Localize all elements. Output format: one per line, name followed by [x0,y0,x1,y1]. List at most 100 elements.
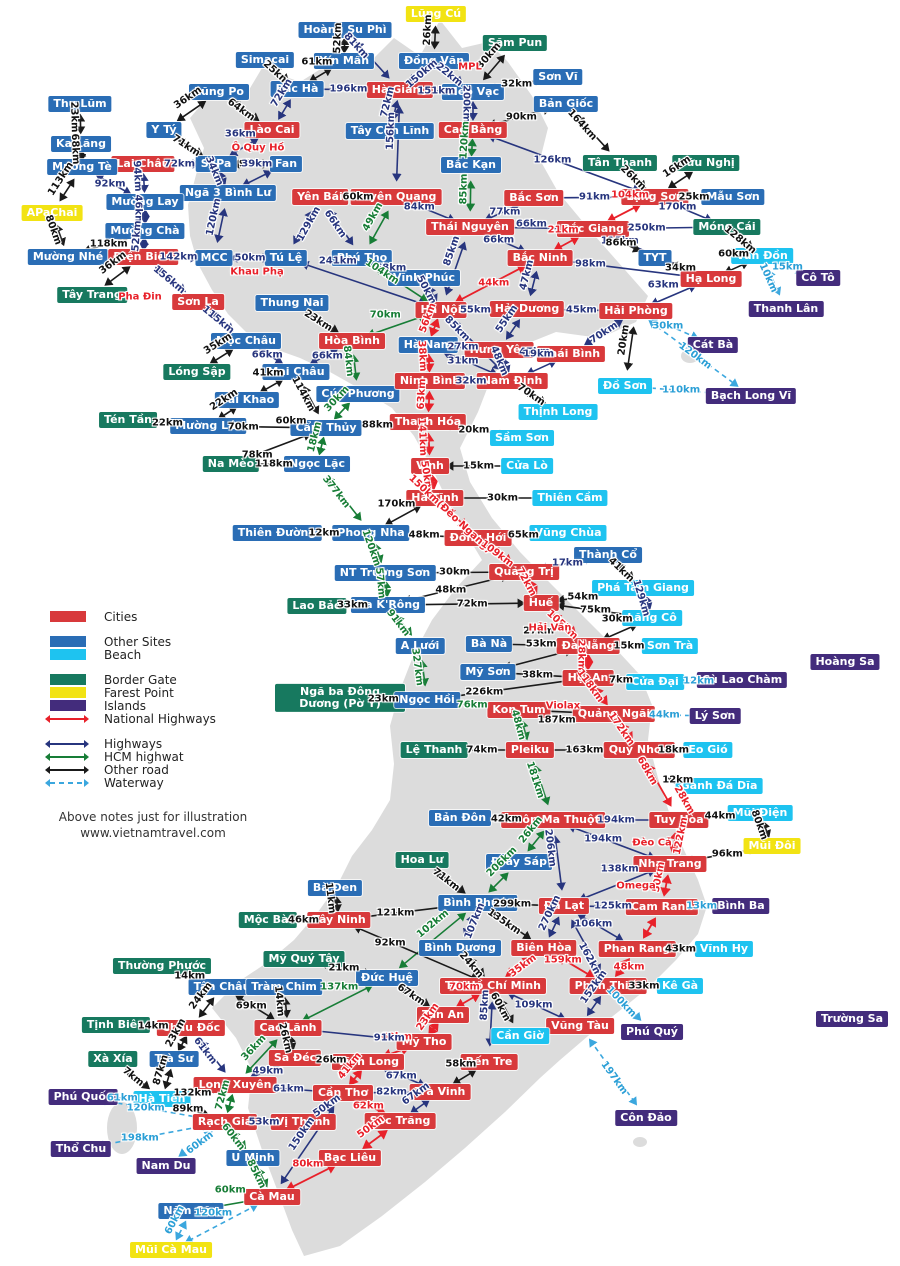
distance-label-tan-chau-cao-lanh: 69km [235,1000,267,1012]
island-box-truong-sa: Trường Sa [816,1010,888,1028]
city-box-tra-vinh: Trà Vinh [409,1083,471,1101]
road-bac-giang-tyt [606,234,642,253]
road-xa-xia-ha-tien [124,1068,151,1090]
distance-label-thu-lum-ka-lang: 23km [67,101,80,133]
legend-swatch-beach [50,649,86,660]
road-fan-nga-3-binh-lu [241,170,273,187]
site-box-ngoc-lac: Ngọc Lặc [284,455,350,473]
road-ha-giang-ong-van [408,68,426,83]
road-quang-tri-hue [527,579,538,596]
legend-swatch-other-sites [50,636,86,647]
distance-label-j1-ganh-a-dia: 12km [662,774,694,786]
distance-label-muong-lat-cam-thuy: 70km [227,421,259,433]
distance-label-ngoc-hoi-hoi-an: 226km [465,686,504,698]
distance-label-ka-lang-muong-te: 68km [68,133,81,165]
road-thai-binh-nam-inh [526,359,557,376]
legend-line-sample-hw [45,739,89,748]
site-box-thung-nai: Thung Nai [255,294,329,312]
road-tp-ho-chi-minh-ben-tre [485,1001,497,1047]
site-box-u-minh: U Minh [226,1149,280,1167]
distance-label-bac-son-lang-son: 91km [579,191,611,203]
road-hoa-lu-binh-phuoc [434,869,466,894]
city-box-a-lat: Đà Lạt [538,897,590,915]
road-tan-chau-cao-lanh [235,995,275,1020]
distance-label-nha-trang-a-lat: 138km [600,863,639,875]
road-lao-cai-sapa [229,137,259,157]
road-lung-po-lao-cai [231,100,260,122]
pass-label-o-quy-ho: Ô Quy Hồ [231,142,285,154]
city-box-pleiku: Pleiku [505,741,555,759]
road-moc-chau-mai-chau [258,348,284,365]
road-cam-thuy-ngoc-lac [316,436,327,456]
distance-label-ha-tien-rach-gia: 89km [172,1103,204,1115]
city-box-bac-son: Bắc Sơn [504,189,564,207]
site-box-fan: Fan [269,155,303,173]
distance-label-ca-mau-mui-ca-mau: 120km [194,1207,233,1219]
city-box-sa-ec: Sa Đéc [268,1049,322,1067]
distance-label-ha-tinh-thien-cam: 30km [487,492,518,504]
distance-label-lang-co-a-nang: 30km [601,613,633,625]
road-vinh-long-tra-vinh [382,1066,426,1088]
legend-item-waterway: Waterway [45,776,280,790]
distance-label-nga-ba-ong-duong-po-y-ngoc-hoi: 23km [367,693,399,705]
road-mui-ien-mui-oi [761,820,771,839]
distance-label-ha-nam-hung-yen: 27km [447,341,479,353]
road-xin-man-bac-ha [308,67,333,83]
city-box-nam-inh: Nam Định [476,372,548,390]
road-lang-son-bac-giang [606,203,642,223]
site-box-tu-le: Tú Lệ [264,249,308,267]
distance-label-long-xuyen-sa-ec: 49km [252,1065,284,1077]
distance-label-phu-quoc-rach-gia: 120km [126,1102,165,1114]
distance-label-a-lat-phan-rang: 106km [574,918,613,930]
distance-label-rach-gia-vi-thanh: 53km [248,1116,280,1128]
pass-label-pha-in: Pha Đin [118,291,162,303]
beach-box-sam-son: Sầm Sơn [490,429,554,447]
distance-label-ha-nam-nam-inh: 31km [447,355,479,367]
distance-label-tp-ho-chi-minh-tan-an: 70km [448,981,480,993]
road-ha-noi-ha-nam [429,318,440,337]
road-thung-nai-hoa-binh [305,311,339,333]
road-ngoc-hoi-hoi-an [442,676,573,702]
legend-label-border-gate: Border Gate [104,672,177,687]
road-phan-thiet-vung-tau [586,995,602,1017]
site-box-ban-gioc: Bản Giốc [533,95,599,113]
distance-label-tay-ninh-tp-ho-chi-minh: 92km [374,937,406,949]
distance-label-ha-noi-hai-duong: 55km [459,304,491,316]
legend-line-sample-ww [45,778,89,787]
distance-label-le-thanh-pleiku: 74km [466,744,498,756]
distance-label-van-on-ha-long: 60km [718,248,750,260]
legend-item-cities: Cities [50,610,280,624]
distance-label-cao-bang-ban-gioc: 90km [505,111,537,123]
distance-label-long-xuyen-can-tho: 61km [272,1083,304,1095]
site-box-tra-su: Trà Sư [149,1050,199,1068]
road-mai-chau-cam-thuy [302,385,320,415]
border-box-xa-xia: Xà Xía [88,1050,138,1068]
distance-label-ha-long-hai-phong: 63km [647,279,679,291]
legend-label-national-highways: National Highways [104,711,216,726]
road-lang-co-a-nang [602,622,638,642]
site-box-mai-chau: Mai Châu [262,363,330,381]
road-my-son-hoi-an [503,668,573,682]
legend-swatch-farest-point [50,687,86,698]
legend-item-farest-point: Farest Point [50,686,280,700]
distance-label-a-nang-son-tra: 15km [613,640,645,652]
road-quang-ngai-quy-nhon [619,722,634,742]
island-box-nam-du: Nam Du [136,1157,196,1175]
distance-label-ngoc-hoi-kon-tum: 76km [456,699,488,711]
site-box-bac-kan: Bắc Kạn [441,156,501,174]
legend-label-other-road: Other road [104,762,169,777]
distance-label-phan-thiet-ke-ga: 33km [628,980,660,992]
distance-label-tinh-bien-chau-oc: 14km [137,1020,169,1032]
road-cao-bang-lang-son [487,133,641,194]
city-box-tuy-hoa: Tuy Hòa [649,811,709,829]
road-sapa-nga-3-binh-lu [217,170,227,187]
distance-label-nt-truong-son-a-k-rong: 57km [372,566,387,599]
beach-box-o-son: Đồ Sơn [598,377,652,395]
forest-box-lung-cu: Lũng Cú [405,5,467,23]
road-rach-gia-u-minh [231,1130,247,1150]
distance-label-thai-nguyen-bac-giang: 66km [515,218,547,230]
road-vinh-long-can-tho [348,1069,363,1086]
road-tp-ho-chi-minh-bien-hoa [505,957,532,977]
distance-label-xin-man-bac-ha: 61km [301,56,333,68]
